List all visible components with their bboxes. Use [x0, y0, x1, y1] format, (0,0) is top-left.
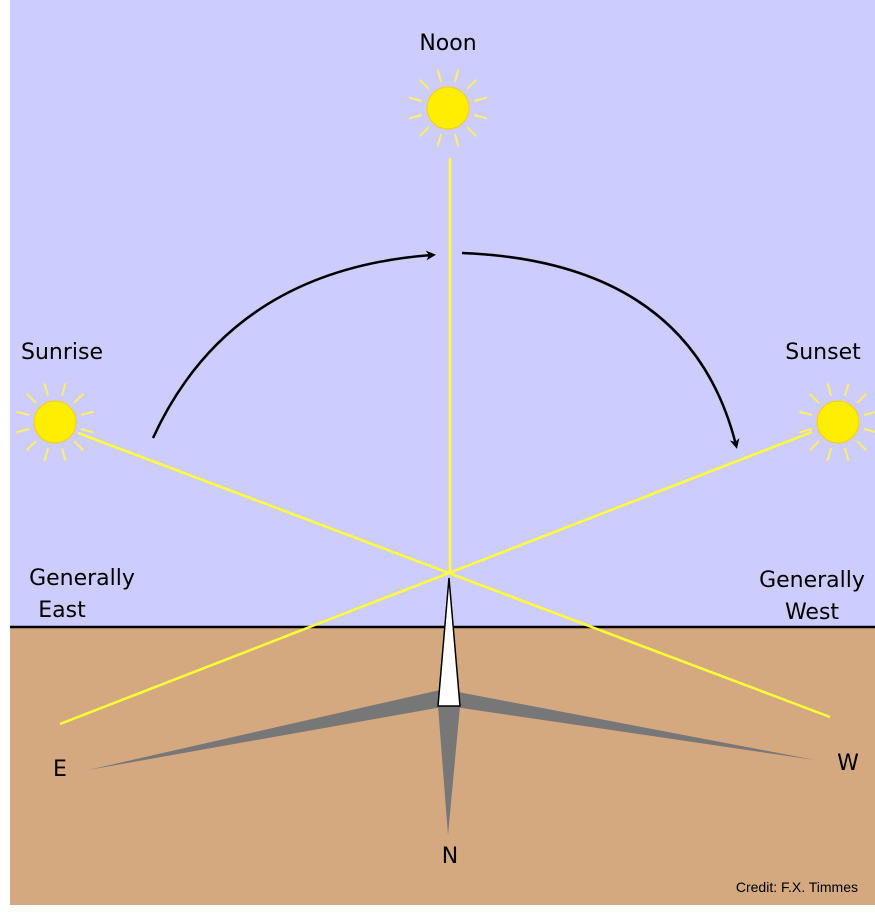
sunset-label: Sunset	[785, 340, 861, 365]
west-label-line: Generally	[759, 568, 865, 593]
east-direction: E	[53, 757, 67, 782]
north-direction: N	[442, 844, 458, 869]
sunrise-label: Sunrise	[21, 340, 103, 365]
sun	[427, 87, 469, 129]
east-label-line: Generally	[29, 566, 135, 591]
east-label-line: East	[38, 598, 86, 623]
credit: Credit: F.X. Timmes	[736, 879, 858, 895]
noon-label: Noon	[419, 31, 476, 56]
west-direction: W	[837, 751, 859, 776]
sun	[34, 401, 76, 443]
west-label-line: West	[785, 600, 839, 625]
sun	[817, 401, 859, 443]
diagram: Noon Sunrise Sunset Generally East Gener…	[0, 0, 875, 919]
